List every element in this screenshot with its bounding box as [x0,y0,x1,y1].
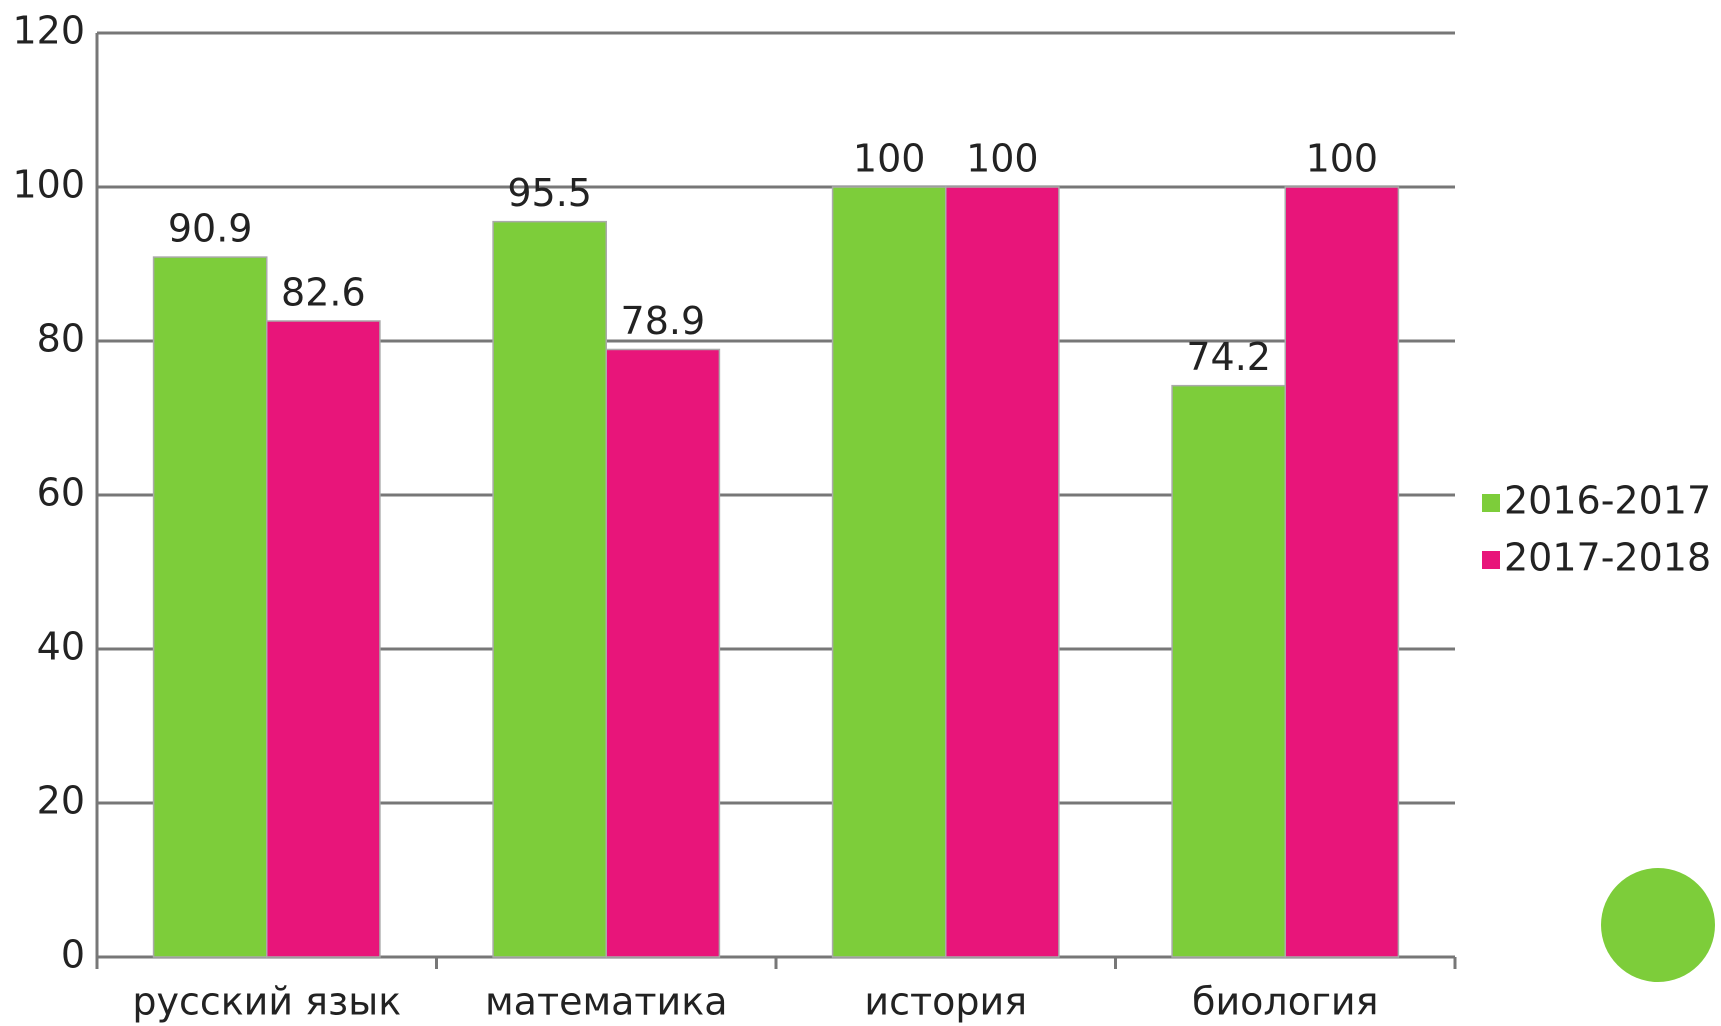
bar [831,186,947,958]
data-label: 100 [853,137,926,181]
bar [266,320,381,958]
y-tick-label: 0 [61,933,85,977]
data-label: 95.5 [507,171,592,215]
y-tick-label: 60 [37,471,85,515]
y-tick-label: 80 [37,317,85,361]
bar [605,348,721,958]
x-tick-label: русский язык [132,980,401,1024]
y-tick-label: 20 [37,779,85,823]
bar [152,256,268,958]
legend-label: 2016-2017 [1504,479,1711,523]
bar [1171,384,1287,958]
y-tick-label: 40 [37,625,85,669]
bar [492,220,608,958]
legend-label: 2017-2018 [1504,536,1711,580]
data-label: 90.9 [168,207,253,251]
data-label: 74.2 [1186,335,1271,379]
y-tick-label: 100 [12,163,85,207]
legend-swatch [1482,551,1500,569]
x-tick-label: математика [485,980,728,1024]
data-label: 78.9 [621,299,706,343]
data-label: 100 [1306,137,1379,181]
data-label: 100 [966,137,1039,181]
bar [1284,186,1400,958]
bar [945,186,1060,958]
legend-swatch [1482,494,1500,512]
decorative-circle [1601,868,1715,982]
x-tick-label: история [864,980,1027,1024]
y-tick-label: 120 [12,9,85,53]
data-label: 82.6 [281,270,366,314]
x-tick-label: биология [1192,980,1378,1024]
